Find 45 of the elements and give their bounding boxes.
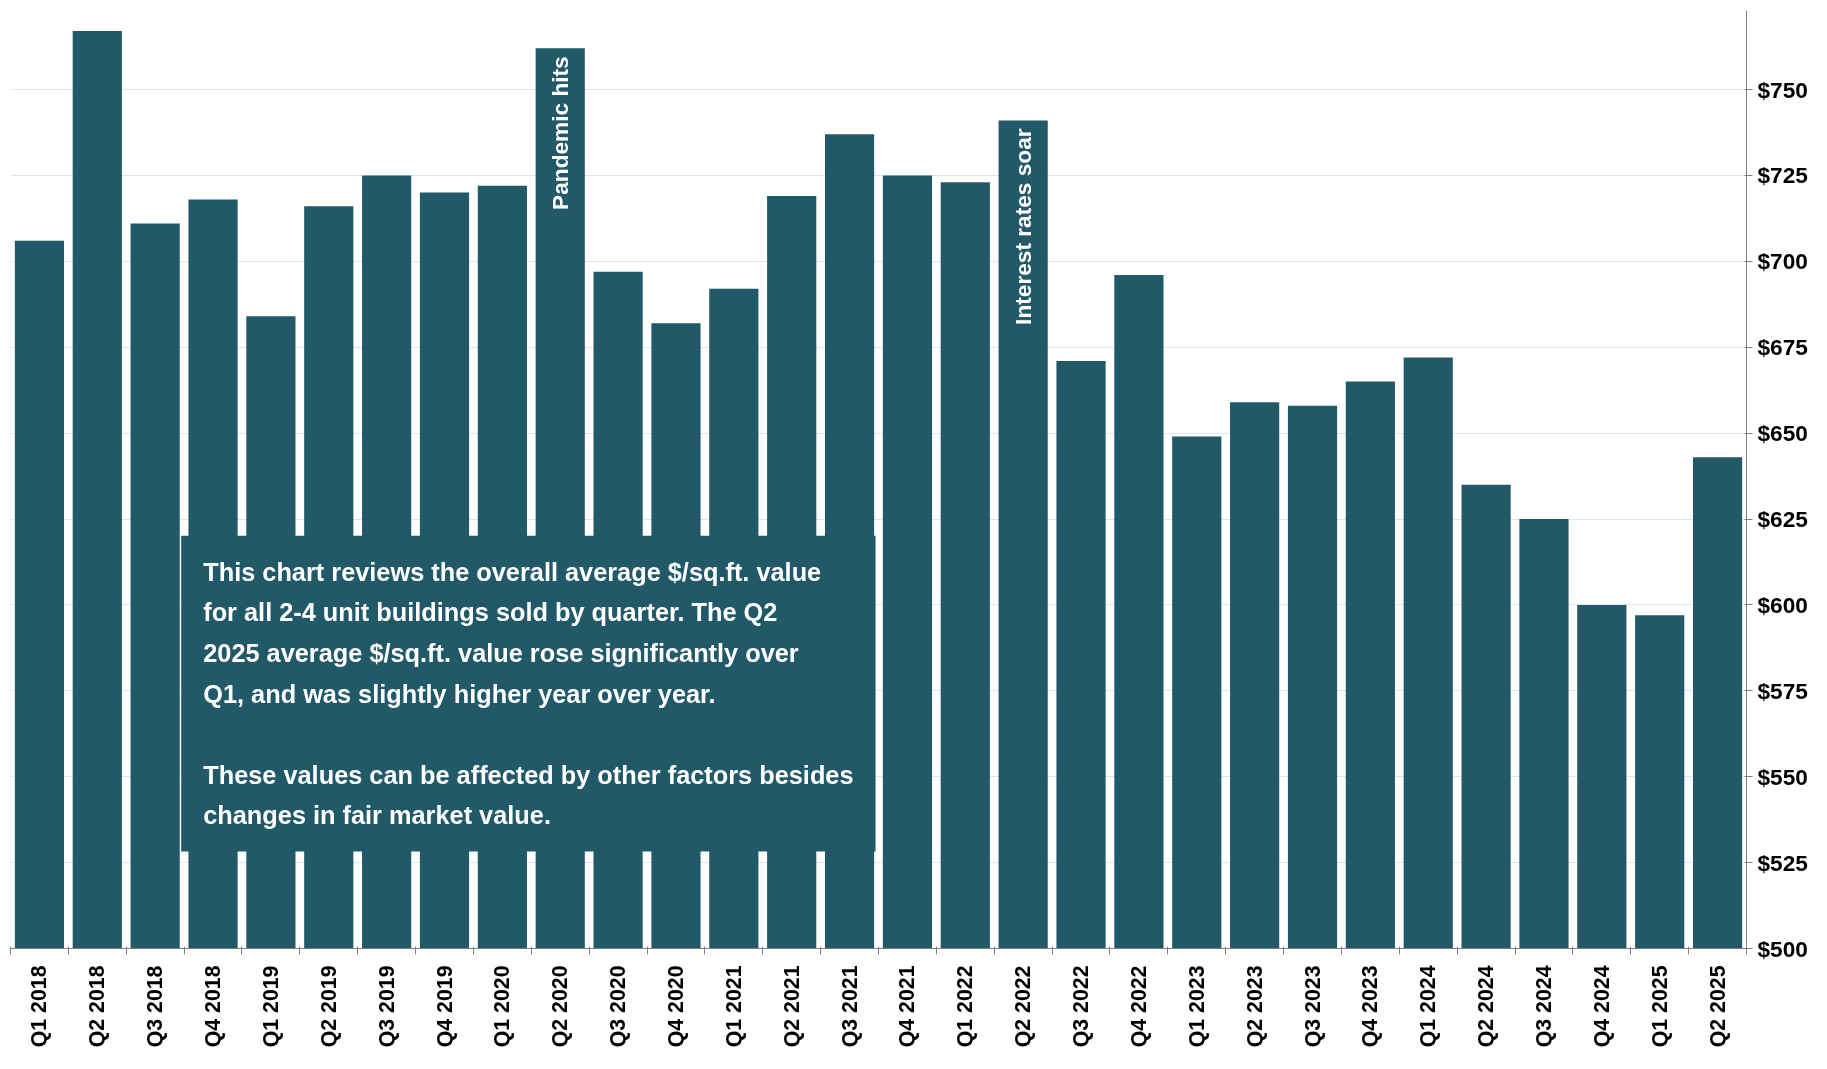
x-tick-label: Q2 2025 — [1705, 965, 1730, 1048]
x-tick-label: Q2 2022 — [1011, 965, 1036, 1048]
x-tick-label: Q3 2019 — [374, 965, 399, 1048]
x-tick-label: Q4 2018 — [201, 965, 226, 1048]
annotation: Pandemic hits — [547, 56, 574, 210]
annotation: These values can be affected by other factors besides changes in fair market value. — [203, 760, 854, 830]
x-tick-label: Q1 2022 — [953, 965, 978, 1048]
y-tick-label: $700 — [1757, 248, 1808, 275]
y-tick-label: $675 — [1757, 334, 1808, 361]
y-tick-label: $500 — [1757, 935, 1808, 962]
x-tick-label: Q4 2019 — [432, 965, 457, 1048]
y-tick-label: $525 — [1757, 849, 1808, 876]
y-tick-label: $550 — [1757, 763, 1808, 790]
y-tick-label: $575 — [1757, 677, 1808, 704]
y-tick-label: $625 — [1757, 506, 1808, 533]
x-tick-label: Q1 2025 — [1647, 965, 1672, 1048]
x-tick-label: Q3 2018 — [143, 965, 168, 1048]
x-tick-label: Q4 2021 — [895, 965, 920, 1048]
x-tick-label: Q4 2022 — [1126, 965, 1151, 1048]
y-tick-label: $725 — [1757, 162, 1808, 189]
x-tick-label: Q1 2021 — [721, 965, 746, 1048]
x-tick-label: Q3 2022 — [1069, 965, 1094, 1048]
x-tick-label: Q3 2021 — [837, 965, 862, 1048]
y-tick-label: $750 — [1757, 76, 1808, 103]
x-tick-label: Q1 2019 — [258, 965, 283, 1048]
x-tick-label: Q1 2023 — [1184, 965, 1209, 1048]
x-tick-label: Q2 2023 — [1242, 965, 1267, 1048]
x-tick-label: Q2 2019 — [316, 965, 341, 1048]
annotation: This chart reviews the overall average $/sq.ft. value for all 2-4 unit buildings sold by quarter. The Q2 2025 average $/sq.ft. value rose significantly over Q1, and was slightly higher year over year. — [203, 557, 822, 708]
x-tick-label: Q2 2020 — [548, 965, 573, 1048]
x-tick-label: Q4 2023 — [1358, 965, 1383, 1048]
x-tick-label: Q3 2023 — [1300, 965, 1325, 1048]
y-tick-label: $650 — [1757, 420, 1808, 447]
x-tick-label: Q1 2020 — [490, 965, 515, 1048]
x-tick-label: Q2 2021 — [779, 965, 804, 1048]
x-tick-label: Q1 2018 — [27, 965, 52, 1048]
x-tick-label: Q2 2018 — [85, 965, 110, 1048]
x-tick-label: Q3 2024 — [1531, 965, 1556, 1048]
x-tick-label: Q1 2024 — [1416, 965, 1441, 1048]
y-tick-label: $600 — [1757, 591, 1808, 618]
annotation: Interest rates soar — [1010, 128, 1037, 325]
x-tick-label: Q2 2024 — [1474, 965, 1499, 1048]
x-tick-label: Q4 2024 — [1589, 965, 1614, 1048]
x-tick-label: Q3 2020 — [606, 965, 631, 1048]
x-tick-label: Q4 2020 — [663, 965, 688, 1048]
